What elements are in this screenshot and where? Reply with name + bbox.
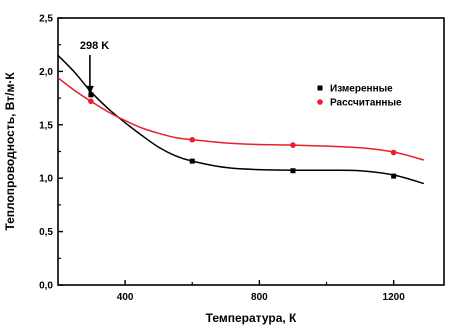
- y-axis-ticks: 0,0 0,5 1,0 1,5 2,0 2,5: [39, 14, 63, 292]
- data-point-square: [88, 92, 94, 98]
- x-tick-label: 400: [117, 292, 134, 303]
- data-point-circle: [290, 142, 296, 148]
- data-point-circle: [189, 136, 196, 143]
- legend: Измеренные Рассчитанные: [317, 84, 402, 109]
- annotation-arrow-head: [85, 85, 94, 94]
- y-tick-label: 2,0: [39, 67, 53, 78]
- data-point-square: [391, 173, 397, 179]
- y-tick-label: 1,5: [39, 120, 53, 131]
- y-tick-label: 2,5: [39, 14, 53, 25]
- x-tick-label: 800: [251, 292, 268, 303]
- y-axis-title: Теплопроводность, Вт/м·К: [3, 72, 17, 231]
- series-line-2: [57, 77, 425, 161]
- data-point-circle: [390, 149, 397, 156]
- x-axis-ticks: 400 800 1200: [117, 280, 405, 303]
- series-curves: [57, 54, 425, 185]
- annotation-298k: 298 K: [80, 40, 109, 94]
- y-tick-label: 0,5: [39, 227, 53, 238]
- y-tick-label: 0,0: [39, 281, 53, 292]
- data-point-square: [290, 168, 296, 174]
- legend-marker-square: [317, 85, 323, 91]
- series-line-1: [57, 54, 425, 185]
- data-point-circle: [88, 98, 94, 105]
- x-axis-title: Температура, К: [206, 311, 297, 325]
- legend-label: Рассчитанные: [330, 98, 402, 109]
- x-tick-label: 1200: [383, 292, 406, 303]
- legend-label: Измеренные: [330, 84, 393, 95]
- annotation-label: 298 K: [80, 40, 109, 52]
- y-tick-label: 1,0: [39, 174, 53, 185]
- series-markers: [88, 92, 397, 179]
- legend-marker-circle: [317, 99, 323, 105]
- data-point-square: [189, 158, 195, 164]
